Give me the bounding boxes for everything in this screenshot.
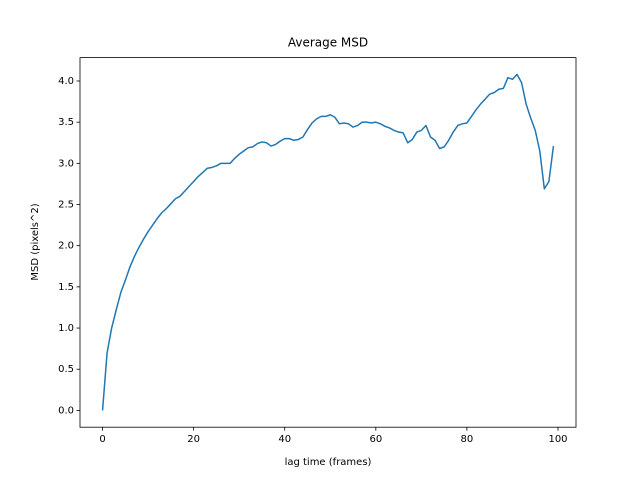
data-line <box>101 73 555 411</box>
y-tick-label: 4.0 <box>58 76 74 87</box>
y-axis-label: MSD (pixels^2) <box>30 203 41 280</box>
y-tick-label: 2.0 <box>58 241 74 252</box>
y-tick-label: 0.0 <box>58 405 74 416</box>
y-tick-label: 3.0 <box>58 158 74 169</box>
x-tick-label: 60 <box>369 434 382 445</box>
y-tick-label: 3.5 <box>58 117 74 128</box>
chart-title: Average MSD <box>288 36 368 50</box>
y-tick-label: 1.5 <box>58 282 74 293</box>
x-tick-label: 0 <box>99 434 105 445</box>
y-tick-label: 0.5 <box>58 364 74 375</box>
plot-frame <box>79 57 577 428</box>
y-tick-label: 2.5 <box>58 200 74 211</box>
x-tick-label: 80 <box>461 434 474 445</box>
x-tick-label: 40 <box>278 434 291 445</box>
y-tick-label: 1.0 <box>58 323 74 334</box>
x-tick-label: 100 <box>548 434 567 445</box>
x-tick-label: 20 <box>187 434 200 445</box>
x-axis-label: lag time (frames) <box>285 457 372 468</box>
